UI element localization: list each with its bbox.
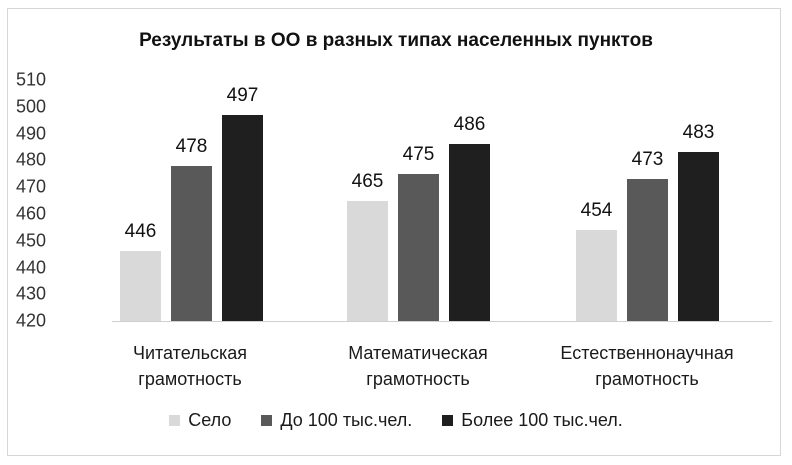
bar <box>347 200 388 321</box>
category-line: Читательская <box>132 343 248 363</box>
legend-label: Более 100 тыс.чел. <box>461 410 623 430</box>
legend-swatch <box>261 415 273 426</box>
bar <box>627 179 668 321</box>
y-tick: 450 <box>16 230 47 251</box>
category-line: грамотность <box>595 369 699 389</box>
data-label: 446 <box>124 221 157 243</box>
x-axis-line <box>112 321 772 322</box>
y-tick: 420 <box>16 310 47 331</box>
bar <box>222 114 263 321</box>
y-tick: 430 <box>16 283 47 304</box>
legend-item-under-100k: До 100 тыс.чел. <box>261 410 412 431</box>
y-tick: 470 <box>16 176 47 197</box>
legend-item-over-100k: Более 100 тыс.чел. <box>442 410 623 431</box>
category-label: Естественнонаучная грамотность <box>537 340 757 392</box>
category-line: Математическая <box>348 343 488 363</box>
data-label: 486 <box>453 114 486 136</box>
data-label: 475 <box>402 143 435 165</box>
bar <box>678 152 719 321</box>
legend-label: Село <box>188 410 232 430</box>
data-label: 473 <box>631 149 664 171</box>
legend-item-selo: Село <box>169 410 231 431</box>
bar <box>449 144 490 321</box>
bar <box>171 165 212 321</box>
category-line: грамотность <box>366 369 470 389</box>
data-label: 465 <box>351 170 384 192</box>
category-label: Математическая грамотность <box>308 340 528 392</box>
data-label: 454 <box>580 199 613 221</box>
data-label: 497 <box>226 84 259 106</box>
legend-swatch <box>442 415 454 426</box>
data-label: 478 <box>175 135 208 157</box>
data-label: 483 <box>682 122 715 144</box>
y-tick: 480 <box>16 149 47 170</box>
category-line: Естественнонаучная <box>560 343 734 363</box>
y-tick: 500 <box>16 96 47 117</box>
legend-swatch <box>169 415 181 426</box>
bar <box>398 173 439 321</box>
y-tick: 510 <box>16 69 47 90</box>
bar <box>120 251 161 321</box>
y-tick: 440 <box>16 257 47 278</box>
bar <box>576 229 617 321</box>
category-line: грамотность <box>138 369 242 389</box>
y-tick: 460 <box>16 203 47 224</box>
category-label: Читательская грамотность <box>80 340 300 392</box>
y-tick: 490 <box>16 123 47 144</box>
legend-label: До 100 тыс.чел. <box>280 410 413 430</box>
chart-title: Результаты в ОО в разных типах населенны… <box>139 30 653 51</box>
legend: Село До 100 тыс.чел. Более 100 тыс.чел. <box>0 410 792 431</box>
